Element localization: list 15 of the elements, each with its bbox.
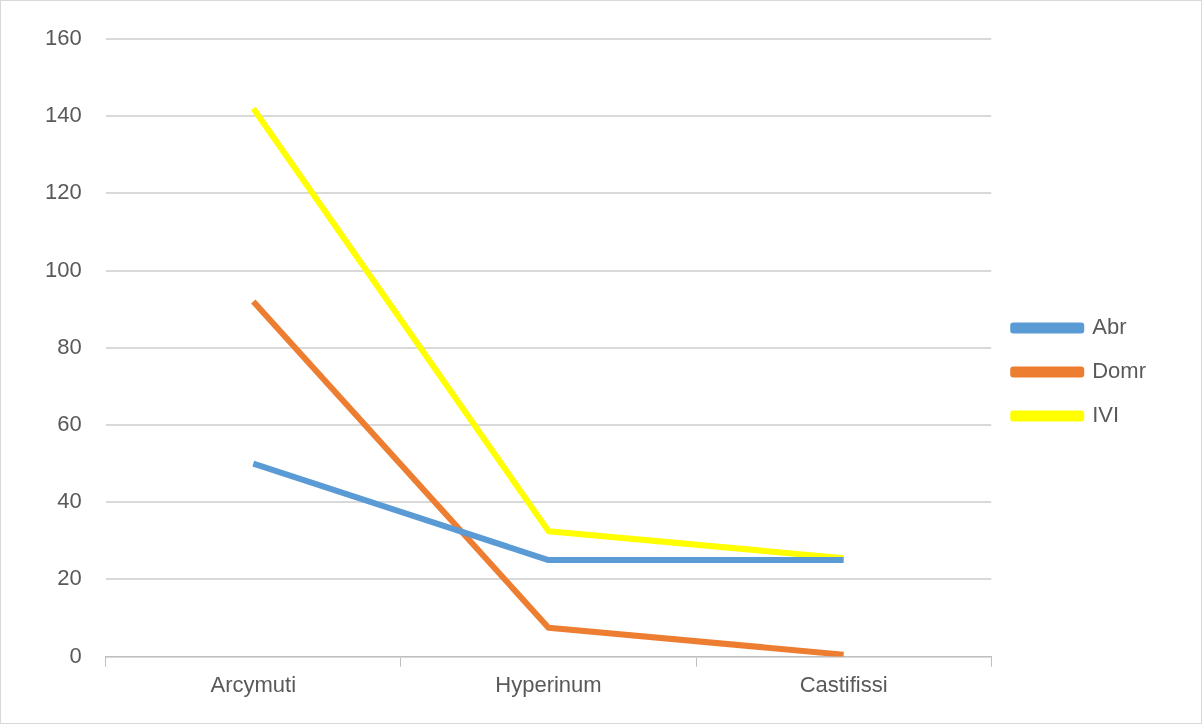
y-tick-label: 20 [57, 565, 82, 591]
legend-label: IVI [1092, 402, 1120, 428]
y-tick-label: 0 [69, 642, 82, 668]
y-tick-label: 100 [44, 256, 82, 282]
y-tick-label: 120 [44, 179, 82, 205]
x-tick-label: Arcymuti [210, 671, 297, 697]
x-tick-label: Hyperinum [495, 671, 602, 697]
y-tick-label: 160 [44, 25, 82, 51]
y-tick-label: 80 [57, 333, 82, 359]
y-tick-label: 60 [57, 411, 82, 437]
y-tick-label: 40 [57, 488, 82, 514]
legend-label: Abr [1092, 314, 1127, 340]
y-tick-label: 140 [44, 102, 82, 128]
legend-label: Domr [1092, 358, 1147, 384]
x-tick-label: Castifissi [799, 671, 888, 697]
